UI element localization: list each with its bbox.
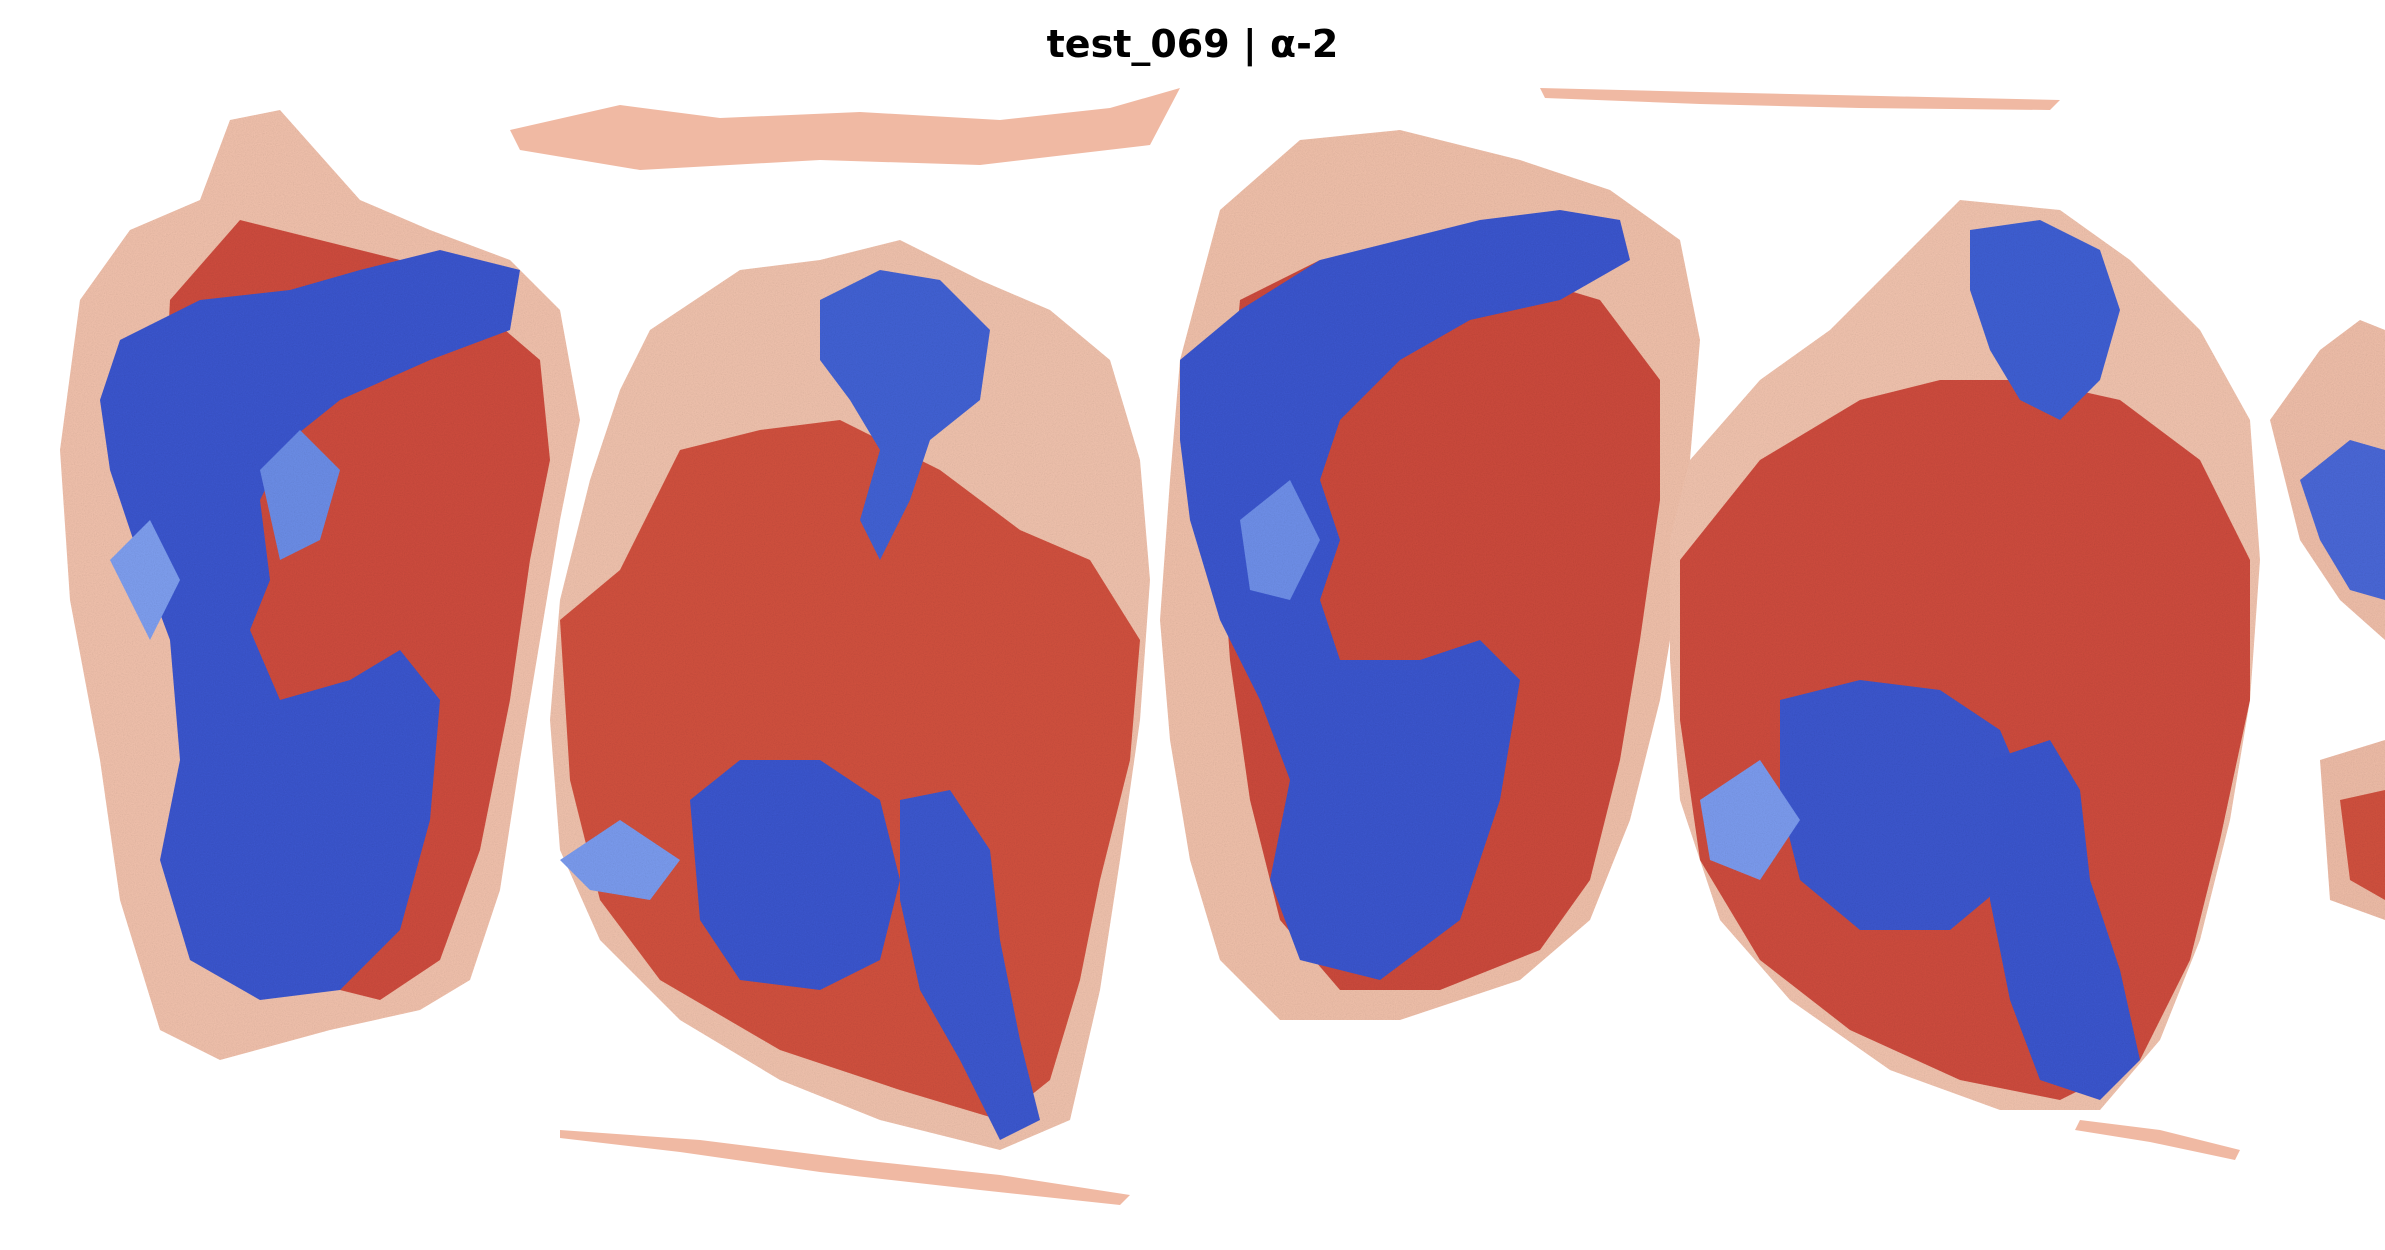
tissue-section-3	[1160, 130, 1700, 1020]
figure-title: test_069 | α-2	[1046, 22, 1339, 66]
tissue-strips	[510, 88, 2240, 1205]
tissue-section-2	[550, 240, 1150, 1150]
tissue-heatmap-image	[60, 88, 2385, 1205]
tissue-section-edge	[2270, 320, 2385, 920]
tissue-section-1	[60, 110, 580, 1060]
tissue-section-4	[1670, 200, 2260, 1110]
